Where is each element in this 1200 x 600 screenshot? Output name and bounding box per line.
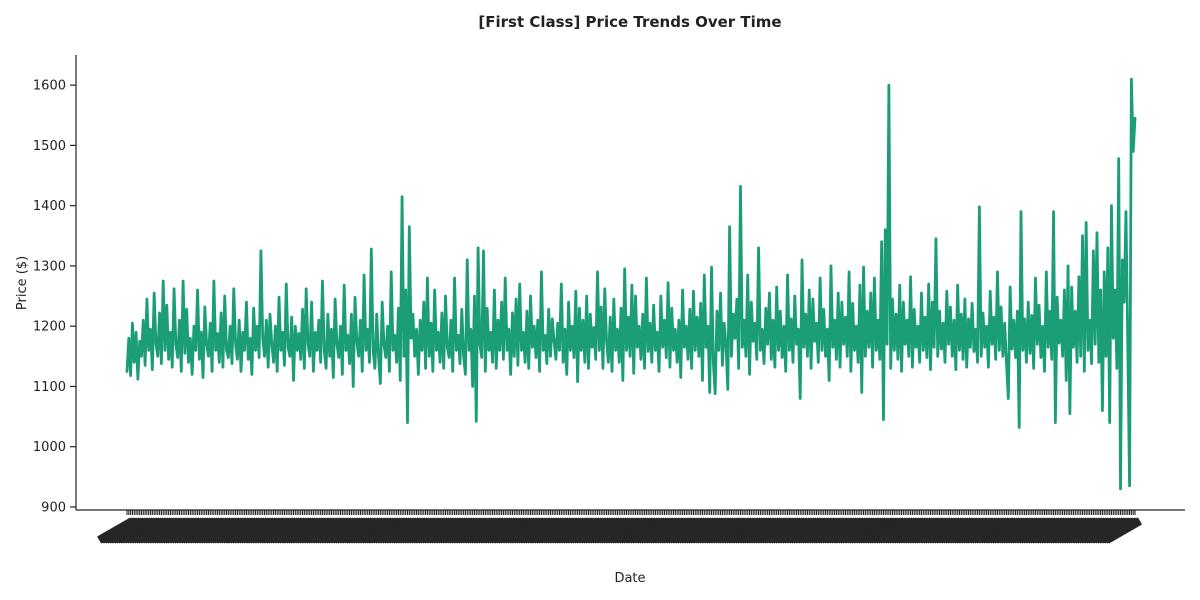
x-axis-title: Date — [614, 571, 645, 586]
y-axis-ticks: 900 1000 1100 1200 1300 1400 1500 1600 — [33, 79, 76, 515]
x-tick-labels-mass — [97, 517, 1142, 544]
y-tick-label: 1400 — [33, 199, 66, 214]
y-tick-label: 1100 — [33, 380, 66, 395]
y-tick-label: 1300 — [33, 259, 66, 274]
y-tick-label: 900 — [41, 500, 66, 515]
x-axis-ticks — [126, 510, 1136, 515]
y-tick-label: 1200 — [33, 320, 66, 335]
x-tick-label-mark — [1105, 517, 1142, 544]
y-axis-title: Price ($) — [15, 256, 30, 310]
y-tick-label: 1600 — [33, 79, 66, 94]
y-tick-label: 1500 — [33, 139, 66, 154]
y-tick-label: 1000 — [33, 440, 66, 455]
price-series-line — [125, 77, 1137, 491]
chart-title: [First Class] Price Trends Over Time — [478, 13, 781, 31]
